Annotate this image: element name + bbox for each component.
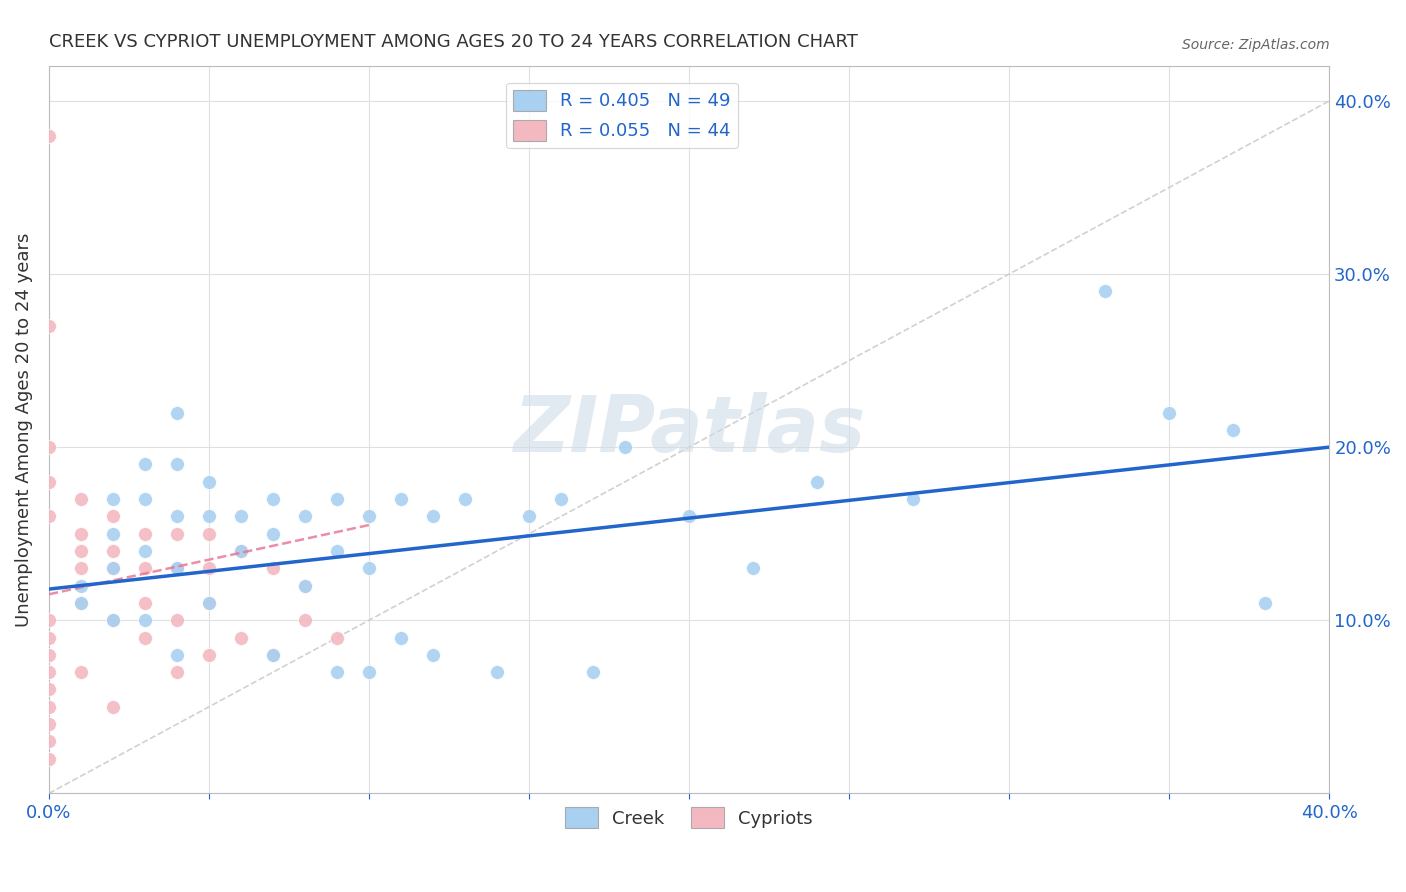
Point <box>326 631 349 645</box>
Point <box>166 561 188 575</box>
Point <box>486 665 509 680</box>
Legend: Creek, Cypriots: Creek, Cypriots <box>558 800 820 835</box>
Point <box>38 475 60 489</box>
Point <box>166 405 188 419</box>
Point <box>357 665 380 680</box>
Point <box>326 665 349 680</box>
Point <box>101 491 124 506</box>
Point <box>678 509 700 524</box>
Point <box>198 596 221 610</box>
Point <box>101 699 124 714</box>
Point <box>70 544 93 558</box>
Point <box>70 665 93 680</box>
Point <box>198 648 221 662</box>
Y-axis label: Unemployment Among Ages 20 to 24 years: Unemployment Among Ages 20 to 24 years <box>15 233 32 627</box>
Point <box>198 596 221 610</box>
Point <box>166 509 188 524</box>
Point <box>38 440 60 454</box>
Point <box>134 596 156 610</box>
Point <box>38 509 60 524</box>
Point <box>229 631 252 645</box>
Point <box>101 561 124 575</box>
Point <box>742 561 765 575</box>
Point <box>38 631 60 645</box>
Point <box>38 318 60 333</box>
Point <box>134 544 156 558</box>
Point <box>38 648 60 662</box>
Point <box>357 509 380 524</box>
Point <box>262 561 284 575</box>
Point <box>70 596 93 610</box>
Text: CREEK VS CYPRIOT UNEMPLOYMENT AMONG AGES 20 TO 24 YEARS CORRELATION CHART: CREEK VS CYPRIOT UNEMPLOYMENT AMONG AGES… <box>49 33 858 51</box>
Point <box>134 491 156 506</box>
Point <box>166 665 188 680</box>
Point <box>229 544 252 558</box>
Point <box>198 526 221 541</box>
Text: Source: ZipAtlas.com: Source: ZipAtlas.com <box>1181 37 1329 52</box>
Point <box>134 613 156 627</box>
Point <box>38 613 60 627</box>
Point <box>198 475 221 489</box>
Point <box>582 665 605 680</box>
Point <box>38 128 60 143</box>
Point <box>134 631 156 645</box>
Point <box>326 544 349 558</box>
Point <box>101 509 124 524</box>
Point <box>166 561 188 575</box>
Point <box>166 613 188 627</box>
Point <box>134 458 156 472</box>
Point <box>70 491 93 506</box>
Point <box>614 440 637 454</box>
Point <box>901 491 924 506</box>
Point <box>198 561 221 575</box>
Point <box>229 509 252 524</box>
Point <box>38 682 60 697</box>
Point <box>134 526 156 541</box>
Point <box>38 734 60 748</box>
Point <box>101 561 124 575</box>
Point <box>70 526 93 541</box>
Point <box>198 509 221 524</box>
Point <box>454 491 477 506</box>
Point <box>229 544 252 558</box>
Point <box>101 544 124 558</box>
Point <box>38 665 60 680</box>
Point <box>1159 405 1181 419</box>
Point <box>70 596 93 610</box>
Point <box>166 526 188 541</box>
Point <box>262 491 284 506</box>
Point <box>326 491 349 506</box>
Point <box>389 631 412 645</box>
Point <box>166 458 188 472</box>
Point <box>70 579 93 593</box>
Point <box>1254 596 1277 610</box>
Point <box>294 509 316 524</box>
Point <box>38 717 60 731</box>
Point <box>262 648 284 662</box>
Point <box>389 491 412 506</box>
Point <box>262 526 284 541</box>
Point <box>294 579 316 593</box>
Point <box>294 579 316 593</box>
Point <box>357 561 380 575</box>
Point <box>422 648 444 662</box>
Point <box>101 613 124 627</box>
Point <box>38 699 60 714</box>
Point <box>70 561 93 575</box>
Point <box>1222 423 1244 437</box>
Text: ZIPatlas: ZIPatlas <box>513 392 865 467</box>
Point <box>550 491 572 506</box>
Point <box>134 561 156 575</box>
Point <box>101 613 124 627</box>
Point <box>294 613 316 627</box>
Point <box>166 648 188 662</box>
Point <box>517 509 540 524</box>
Point <box>422 509 444 524</box>
Point <box>806 475 828 489</box>
Point <box>1094 285 1116 299</box>
Point <box>101 526 124 541</box>
Point <box>262 648 284 662</box>
Point <box>38 752 60 766</box>
